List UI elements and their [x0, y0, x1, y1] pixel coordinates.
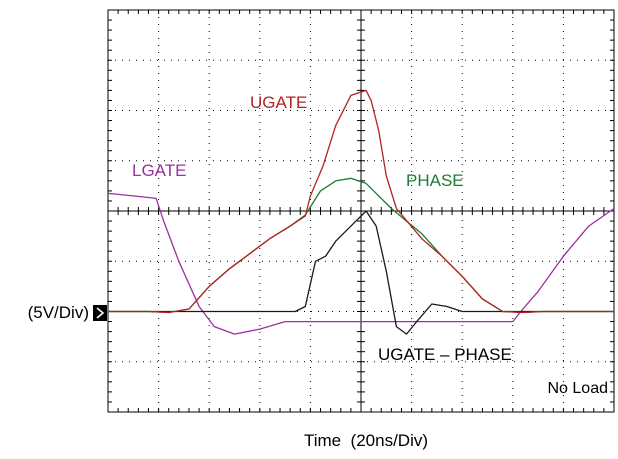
- trace-lgate: [107, 192, 615, 335]
- annotation-no-load: No Load: [548, 380, 609, 397]
- series-label-phase: PHASE: [406, 171, 464, 190]
- label-layer: UGATE PHASE LGATE UGATE – PHASE: [132, 93, 512, 364]
- x-axis-label: Time (20ns/Div): [304, 431, 428, 450]
- y-axis-label: (5V/Div): [28, 303, 89, 322]
- series-label-ugate-phase: UGATE – PHASE: [378, 345, 512, 364]
- trace-ugate-phase: [108, 210, 614, 335]
- series-label-lgate: LGATE: [132, 161, 186, 180]
- ground-marker-icon: [93, 305, 107, 321]
- trace-layer: [107, 89, 615, 335]
- trace-ugate: [108, 89, 614, 314]
- series-label-ugate: UGATE: [250, 93, 307, 112]
